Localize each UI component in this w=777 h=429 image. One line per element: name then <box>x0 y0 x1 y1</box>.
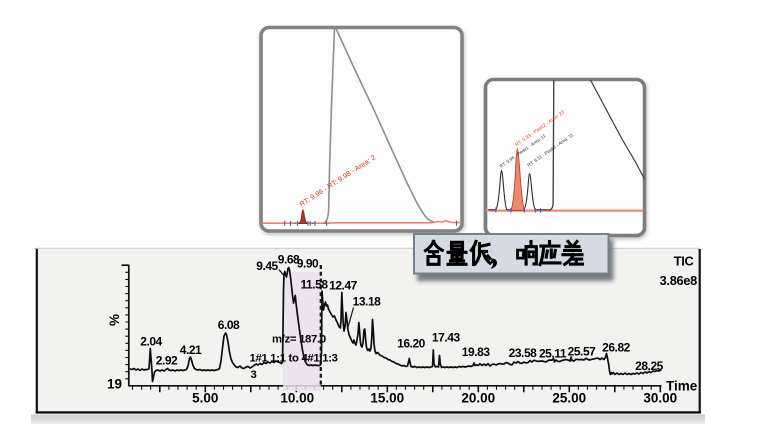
svg-text:30.00: 30.00 <box>643 391 677 406</box>
svg-text:m/z= 187.0: m/z= 187.0 <box>272 334 326 346</box>
svg-text:20.00: 20.00 <box>461 391 495 406</box>
svg-text:Time: Time <box>666 379 698 394</box>
svg-text:4.21: 4.21 <box>180 343 202 357</box>
svg-text:3.86e8: 3.86e8 <box>660 273 698 288</box>
svg-text:19: 19 <box>107 377 122 392</box>
svg-text:25.00: 25.00 <box>552 391 586 406</box>
svg-text:15.00: 15.00 <box>370 391 404 406</box>
svg-text:28.25: 28.25 <box>635 359 664 373</box>
svg-text:19.83: 19.83 <box>462 345 491 359</box>
svg-text:23.58: 23.58 <box>509 346 538 360</box>
svg-text:2.92: 2.92 <box>156 353 178 367</box>
svg-text:17.43: 17.43 <box>432 331 461 345</box>
svg-text:9.45: 9.45 <box>256 259 278 273</box>
svg-text:25.57: 25.57 <box>568 345 597 359</box>
svg-text:TIC: TIC <box>674 254 694 269</box>
svg-text:9.68: 9.68 <box>278 253 300 267</box>
svg-text:2.04: 2.04 <box>140 335 162 349</box>
svg-text:1#1 1:1 to 4#1 1:3: 1#1 1:1 to 4#1 1:3 <box>250 353 338 365</box>
svg-text:16.20: 16.20 <box>397 337 426 351</box>
svg-text:%: % <box>107 314 122 326</box>
svg-text:6.08: 6.08 <box>218 318 240 332</box>
svg-text:3: 3 <box>251 369 257 381</box>
svg-text:25.11: 25.11 <box>539 347 567 361</box>
svg-text:5.00: 5.00 <box>192 391 218 406</box>
svg-text:10.00: 10.00 <box>280 391 314 406</box>
svg-text:26.82: 26.82 <box>602 341 631 355</box>
svg-text:12.47: 12.47 <box>329 279 358 293</box>
svg-text:13.18: 13.18 <box>353 295 382 309</box>
svg-text:11.58: 11.58 <box>300 278 328 292</box>
svg-text:9.90: 9.90 <box>297 257 319 271</box>
